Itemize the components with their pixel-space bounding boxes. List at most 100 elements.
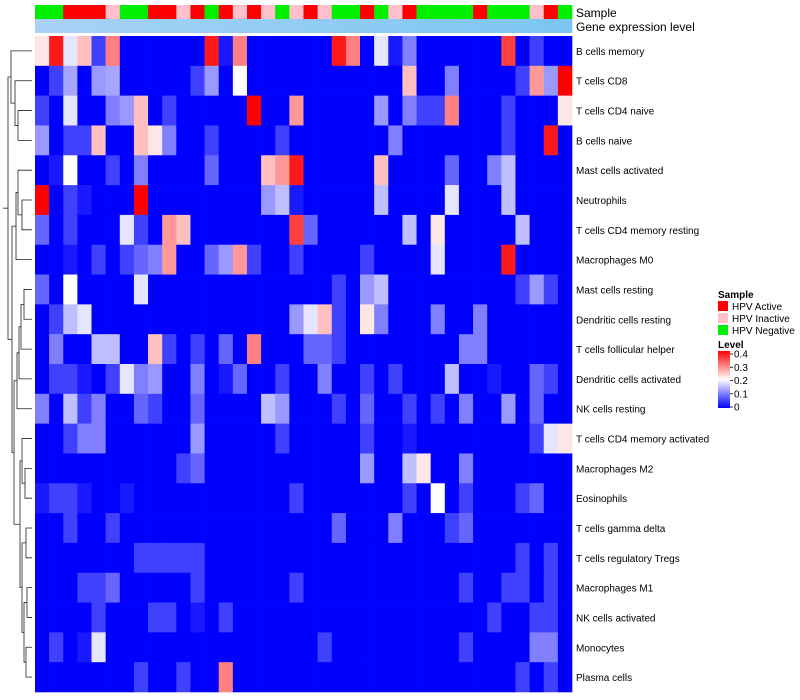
heatmap-cell <box>162 334 177 365</box>
heatmap-cell <box>105 542 121 574</box>
heatmap-cell <box>374 483 389 514</box>
heatmap-cell <box>416 393 431 424</box>
sample-annotation-cell <box>487 5 502 19</box>
heatmap-cell <box>246 513 262 544</box>
heatmap-cell <box>374 274 389 305</box>
heatmap-cell <box>529 602 545 633</box>
heatmap-cell <box>303 304 318 335</box>
heatmap-cell <box>218 185 234 216</box>
heatmap-cell <box>529 542 545 574</box>
heatmap-cell <box>515 483 530 514</box>
heatmap-cell <box>360 662 375 693</box>
heatmap-cell <box>261 95 276 126</box>
heatmap-cell <box>515 244 530 275</box>
heatmap-cell <box>105 65 121 96</box>
heatmap-cell <box>501 304 516 335</box>
heatmap-cell <box>444 65 460 96</box>
heatmap-cell <box>246 423 262 454</box>
heatmap-cell <box>458 155 474 186</box>
heatmap-cell <box>105 36 121 67</box>
heatmap-cell <box>515 214 530 246</box>
heatmap-cell <box>105 483 121 514</box>
heatmap-cell <box>148 632 163 663</box>
heatmap-cell <box>261 662 276 693</box>
heatmap-cell <box>487 334 502 365</box>
heatmap-cell <box>331 214 347 246</box>
heatmap-cell <box>190 95 205 126</box>
heatmap-cell <box>91 632 106 663</box>
gene-expression-cell <box>261 19 276 33</box>
heatmap-cell <box>119 662 135 693</box>
heatmap-cell <box>402 453 417 484</box>
dendrogram-branch <box>24 467 32 499</box>
heatmap-cell <box>402 572 417 603</box>
heatmap-cell <box>473 155 488 186</box>
heatmap-cell <box>133 185 149 216</box>
heatmap-cell <box>275 334 290 365</box>
sample-annotation-cell <box>176 5 191 19</box>
heatmap-cell <box>458 364 474 395</box>
heatmap-cell <box>204 602 220 633</box>
heatmap-cell <box>303 542 318 574</box>
heatmap-cell <box>176 214 191 246</box>
heatmap-cell <box>190 662 205 693</box>
heatmap-cell <box>232 36 248 67</box>
heatmap-cell <box>360 304 375 335</box>
heatmap-cell <box>246 36 262 67</box>
heatmap-cell <box>91 572 106 603</box>
heatmap-cell <box>303 274 318 305</box>
heatmap-cell <box>557 542 573 574</box>
heatmap-cell <box>388 513 403 544</box>
heatmap-cell <box>529 662 545 693</box>
heatmap-cell <box>473 125 488 156</box>
heatmap-cell <box>246 244 262 275</box>
sample-annotation-title: Sample <box>576 6 617 20</box>
heatmap-cell <box>176 65 191 96</box>
heatmap-cell <box>360 155 375 186</box>
sample-annotation-cell <box>190 5 205 19</box>
heatmap-cell <box>246 483 262 514</box>
heatmap-cell <box>176 185 191 216</box>
gene-expression-cell <box>430 19 446 33</box>
heatmap-cell <box>529 65 545 96</box>
gene-expression-cell <box>515 19 530 33</box>
heatmap-cell <box>388 602 403 633</box>
heatmap-cell <box>105 453 121 484</box>
sample-annotation-cell <box>416 5 431 19</box>
heatmap-cell <box>176 602 191 633</box>
heatmap-cell <box>190 572 205 603</box>
heatmap-cell <box>275 36 290 67</box>
sample-annotation-cell <box>331 5 347 19</box>
heatmap-cell <box>35 155 50 186</box>
heatmap-cell <box>374 185 389 216</box>
sample-annotation-cell <box>133 5 149 19</box>
heatmap-cell <box>148 662 163 693</box>
heatmap-cell <box>515 602 530 633</box>
heatmap-cell <box>303 483 318 514</box>
heatmap-cell <box>543 214 559 246</box>
heatmap-cell <box>458 662 474 693</box>
heatmap-cell <box>444 513 460 544</box>
heatmap-cell <box>77 423 92 454</box>
heatmap-cell <box>190 393 205 424</box>
heatmap-cell <box>331 513 347 544</box>
heatmap-cell <box>416 95 431 126</box>
heatmap-cell <box>232 334 248 365</box>
sample-annotation-cell <box>444 5 460 19</box>
heatmap-cell <box>374 65 389 96</box>
heatmap-cell <box>331 662 347 693</box>
heatmap-cell <box>275 244 290 275</box>
heatmap-cell <box>557 572 573 603</box>
heatmap-cell <box>246 364 262 395</box>
heatmap-cell <box>261 185 276 216</box>
heatmap-cell <box>388 155 403 186</box>
heatmap-cell <box>430 304 446 335</box>
sample-annotation-cell <box>246 5 262 19</box>
heatmap-cell <box>317 125 333 156</box>
heatmap-cell <box>246 334 262 365</box>
sample-annotation-cell <box>374 5 389 19</box>
heatmap-cell <box>148 423 163 454</box>
heatmap-cell <box>77 214 92 246</box>
heatmap-cell <box>133 304 149 335</box>
